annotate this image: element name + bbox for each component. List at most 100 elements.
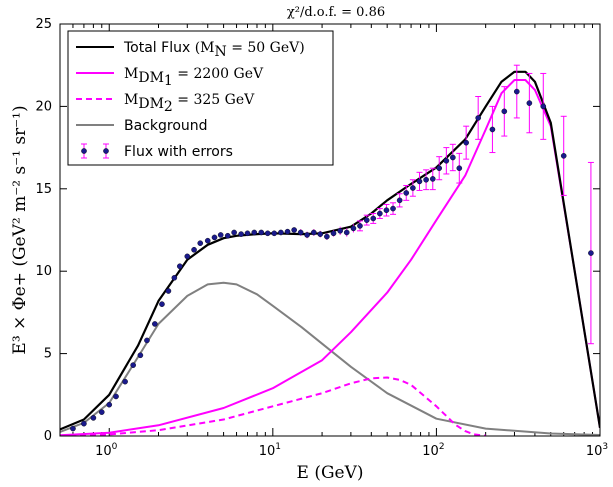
x-axis-label: E (GeV) [297,463,364,483]
data-point [513,88,520,95]
x-tick-label: 101 [259,442,281,459]
data-point [184,253,191,260]
data-point [310,229,317,236]
data-point [284,228,291,235]
data-point [456,165,463,171]
series-line-bkg [60,281,600,436]
data-point [165,288,172,294]
data-point [324,233,330,240]
legend-item: MDM2 = 325 GeV [76,92,255,115]
data-point [475,115,481,121]
data-point [526,100,533,106]
data-point [122,378,128,385]
data-point [429,176,436,182]
y-tick-label: 5 [44,347,52,362]
y-tick-label: 25 [35,17,52,32]
data-point [377,210,383,217]
data-point [443,157,450,164]
data-point [197,240,204,246]
data-point [463,139,469,146]
data-point [204,237,211,244]
legend-label: Total Flux (MN = 50 GeV) [123,40,305,60]
legend-item: Flux with errors [81,143,233,160]
y-tick-label: 15 [35,182,52,197]
data-point [350,225,357,232]
data-point [357,223,363,229]
data-point [403,190,410,196]
data-point [540,103,547,110]
data-point [258,229,265,236]
data-point [224,232,231,239]
legend-label: Flux with errors [124,144,233,160]
legend-item: MDM1 = 2200 GeV [76,66,264,89]
y-tick-label: 20 [35,99,52,114]
series-line-dm1 [60,79,600,436]
legend-label: Background [124,118,208,134]
data-point [244,230,251,237]
data-point [137,352,144,359]
series-line-total [60,70,600,431]
data-point [317,231,324,237]
x-tick-label: 102 [422,442,444,459]
legend-item: Total Flux (MN = 50 GeV) [76,40,305,60]
data-point [271,230,278,237]
data-point [144,337,150,344]
data-point [383,207,390,214]
x-tick-label: 103 [586,442,608,459]
data-point [343,229,350,236]
data-point [370,215,377,222]
data-point [152,321,158,327]
y-axis-label: E³ × Φe+ (GeV² m⁻² s⁻¹ sr⁻¹) [10,105,30,354]
data-point [106,401,113,408]
data-point [231,229,237,236]
data-point [588,250,594,256]
data-point [410,185,416,191]
series-layer [60,70,600,436]
chart-title: χ²/d.o.f. = 0.86 [287,5,385,20]
data-point [177,263,183,270]
legend-marker [81,148,87,154]
data-point [330,230,337,237]
data-point [297,229,304,236]
data-point [70,425,76,432]
legend-marker [103,148,109,154]
data-point [251,229,258,236]
legend: Total Flux (MN = 50 GeV) MDM1 = 2200 GeV M… [67,30,334,166]
data-point [363,217,370,223]
data-point [489,126,496,133]
data-point [436,165,443,171]
data-point [81,420,87,427]
y-tick-label: 0 [44,429,52,444]
data-point [159,301,165,307]
legend-box [67,30,334,166]
legend-item: Background [76,118,208,134]
data-point [238,231,244,237]
data-point [423,176,429,183]
data-point [337,228,343,234]
data-point [291,227,297,233]
x-tick-label: 100 [95,442,118,459]
data-point [278,229,284,236]
data-point [113,393,119,400]
y-axis-ticks: 0 5 10 15 20 25 [35,17,600,444]
series-line-dm2 [60,376,486,436]
x-axis-ticks: 100 101 102 103 [59,24,608,459]
data-point [416,178,423,185]
plot-area [60,64,600,436]
data-point [304,232,310,238]
data-point [560,153,567,159]
data-point [130,362,136,368]
data-point [90,415,97,421]
data-points-layer [70,64,594,432]
data-point [396,197,403,204]
legend-label: MDM1 = 2200 GeV [124,66,264,89]
data-point [191,246,197,253]
legend-label: MDM2 = 325 GeV [124,92,255,115]
data-point [217,232,224,238]
data-point [450,154,456,161]
data-point [98,409,105,415]
data-point [390,205,396,212]
data-point [211,234,218,241]
data-point [501,108,508,115]
